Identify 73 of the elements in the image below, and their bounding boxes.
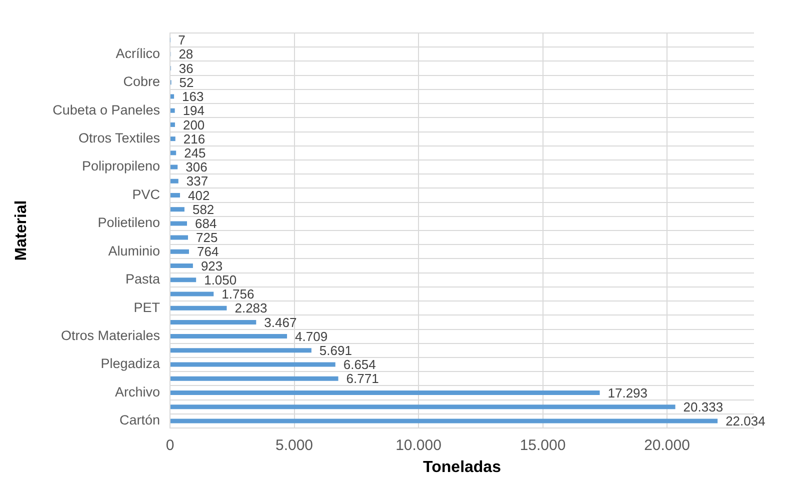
bar: [170, 136, 176, 142]
bar: [170, 418, 718, 424]
y-tick-label: PET: [134, 300, 160, 315]
y-axis-title: Material: [13, 200, 30, 261]
bar: [170, 306, 227, 310]
data-label: 306: [186, 160, 208, 175]
data-label: 402: [188, 188, 210, 203]
y-tick-label: Otros Materiales: [60, 328, 160, 344]
y-tick-label: Otros Textiles: [78, 130, 160, 146]
x-tick-label: 20.000: [644, 437, 690, 454]
bar: [170, 292, 214, 296]
data-label: 5.691: [319, 342, 352, 358]
data-label: 36: [178, 60, 194, 76]
bar: [170, 264, 193, 268]
data-label: 194: [182, 103, 205, 118]
data-label: 1.050: [204, 272, 237, 288]
data-label: 582: [192, 202, 214, 217]
data-label: 17.293: [608, 385, 648, 400]
data-label: 28: [178, 46, 194, 62]
data-label: 163: [182, 89, 204, 104]
y-tick-label: Acrílico: [116, 46, 160, 61]
data-label: 764: [196, 244, 219, 260]
bar: [170, 390, 600, 395]
y-tick-label: Aluminio: [108, 243, 160, 258]
data-label: 20.333: [683, 399, 724, 414]
y-tick-label: Cartón: [119, 412, 160, 428]
bar: [170, 108, 175, 113]
bar: [170, 94, 174, 99]
data-label: 22.034: [726, 414, 766, 429]
bar: [170, 404, 676, 410]
y-tick-label: PVC: [132, 186, 160, 202]
y-tick-label: Pasta: [125, 272, 160, 287]
bar: [170, 278, 196, 282]
data-label: 52: [179, 74, 194, 90]
bar: [170, 178, 178, 184]
bar: [170, 221, 187, 226]
bar: [170, 376, 338, 381]
bar: [170, 362, 336, 367]
data-label: 4.709: [295, 328, 328, 344]
data-label: 2.283: [234, 300, 268, 316]
bar: [170, 249, 189, 254]
data-label: 245: [184, 145, 206, 160]
bar: [170, 235, 188, 240]
bar: [170, 164, 178, 170]
bar: [170, 348, 312, 353]
data-label: 3.467: [264, 314, 297, 330]
y-tick-label: Cubeta o Paneles: [52, 102, 160, 118]
data-label: 6.654: [343, 357, 376, 372]
x-tick-label: 0: [166, 437, 174, 454]
data-label: 337: [186, 174, 208, 189]
y-tick-label: Polietileno: [98, 215, 160, 230]
y-tick-label: Polipropileno: [82, 158, 160, 174]
y-tick-label: Plegadiza: [100, 356, 160, 372]
bar: [170, 334, 288, 339]
data-label: 725: [196, 230, 218, 246]
x-tick-label: 5.000: [275, 437, 314, 454]
bar: [170, 122, 175, 127]
y-tick-label: Cobre: [123, 74, 160, 90]
data-label: 1.756: [222, 286, 254, 302]
data-label: 923: [200, 258, 223, 274]
data-label: 684: [195, 216, 217, 232]
data-label: 7: [178, 32, 186, 48]
data-label: 216: [183, 131, 206, 146]
bar: [170, 320, 256, 324]
bar: [170, 150, 176, 156]
data-label: 200: [182, 117, 205, 132]
bar: [170, 207, 184, 212]
data-label: 6.771: [346, 371, 379, 386]
bar: [170, 192, 180, 198]
x-tick-label: 10.000: [396, 437, 442, 454]
x-tick-label: 15.000: [520, 437, 566, 454]
x-axis-title: Toneladas: [423, 458, 502, 476]
y-tick-label: Archivo: [114, 384, 160, 400]
